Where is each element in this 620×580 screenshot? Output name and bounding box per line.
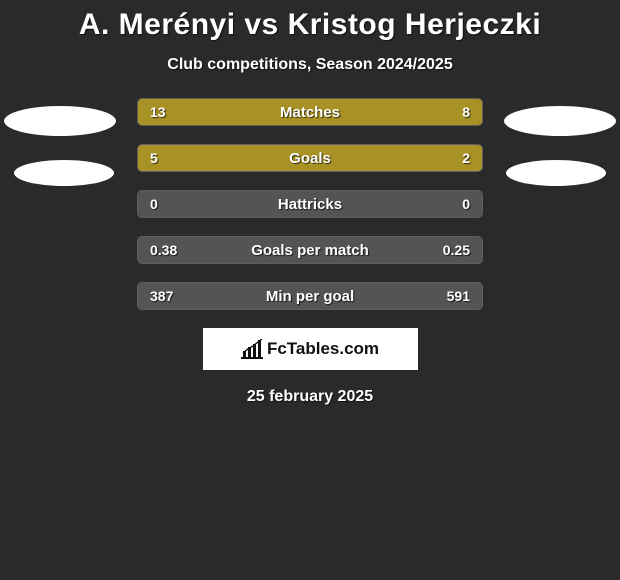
bar-track bbox=[138, 283, 482, 309]
player-left-photo-placeholder-2 bbox=[14, 160, 114, 186]
bar-left bbox=[138, 145, 372, 171]
brand-box: FcTables.com bbox=[203, 328, 418, 370]
brand-chart-icon bbox=[241, 339, 263, 359]
bar-left bbox=[138, 99, 351, 125]
bar-right bbox=[372, 145, 482, 171]
date-line: 25 february 2025 bbox=[0, 388, 620, 406]
player-left-photo-placeholder-1 bbox=[4, 106, 116, 136]
comparison-block: 138Matches 52Goals 00Hattricks 0.380.25Goal… bbox=[0, 98, 620, 310]
stat-row: 138Matches bbox=[137, 98, 483, 126]
subtitle: Club competitions, Season 2024/2025 bbox=[0, 56, 620, 74]
player-right-photo-placeholder-1 bbox=[504, 106, 616, 136]
brand-text: FcTables.com bbox=[267, 339, 379, 359]
player-right-photo-placeholder-2 bbox=[506, 160, 606, 186]
stat-row: 387591Min per goal bbox=[137, 282, 483, 310]
bar-track bbox=[138, 191, 482, 217]
stat-row: 00Hattricks bbox=[137, 190, 483, 218]
stat-row: 0.380.25Goals per match bbox=[137, 236, 483, 264]
page-title: A. Merényi vs Kristog Herjeczki bbox=[0, 0, 620, 42]
bar-track bbox=[138, 237, 482, 263]
bar-right bbox=[351, 99, 482, 125]
stats-container: 138Matches 52Goals 00Hattricks 0.380.25Goal… bbox=[137, 98, 483, 310]
stat-row: 52Goals bbox=[137, 144, 483, 172]
